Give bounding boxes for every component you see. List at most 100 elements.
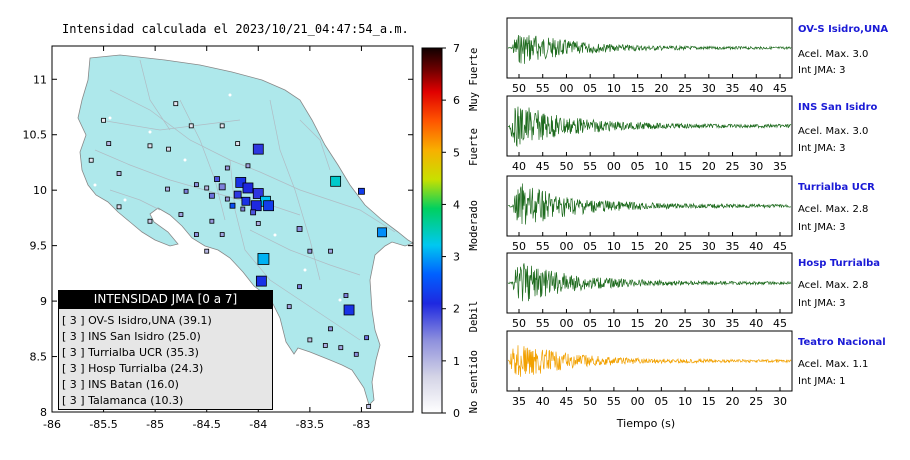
- colorbar-tick-label: 1: [453, 355, 460, 368]
- time-tick-label: 50: [559, 160, 573, 173]
- station-marker: [214, 176, 220, 182]
- colorbar-tick-label: 0: [453, 407, 460, 420]
- station-marker: [147, 218, 153, 224]
- time-tick-label: 35: [726, 317, 740, 330]
- colorbar-tick-label: 7: [453, 42, 460, 55]
- time-tick-label: 15: [631, 240, 645, 253]
- intensity-colorbar: 0 1 2 3 4 5 6 7 No sentido Debil Moderado Fuerte Mu…: [421, 42, 480, 420]
- waveform-trace: [508, 345, 792, 377]
- colorbar-gradient: [421, 47, 443, 414]
- time-tick-label: 05: [583, 240, 597, 253]
- station-marker: [193, 182, 199, 188]
- station-acel: Acel. Max. 2.8: [798, 280, 869, 291]
- station-marker: [208, 192, 215, 199]
- waveform-trace: [508, 183, 791, 225]
- time-tick-label: 35: [726, 82, 740, 95]
- station-marker: [252, 143, 264, 155]
- station-acel: Acel. Max. 1.1: [798, 359, 869, 370]
- waveform-trace: [507, 263, 792, 302]
- waveform-xlabel: Tiempo (s): [616, 417, 675, 430]
- station-marker: [297, 284, 302, 290]
- waveform-panel: 50 55 00 05 10 15 20 25 30 35 40 45: [506, 252, 793, 330]
- station-marker: [165, 186, 170, 192]
- time-tick-label: 15: [678, 160, 692, 173]
- lon-tick-label: -85.5: [89, 418, 117, 431]
- time-tick-label: 25: [726, 160, 740, 173]
- time-tick-label: 30: [773, 395, 787, 408]
- lat-tick-label: 9.5: [30, 240, 48, 253]
- waveform-panels: 50 55 00 05 10 15 20 25 30 35 40 45 40 45 50 55 00 05 10 15…: [506, 17, 793, 430]
- station-marker: [358, 187, 365, 195]
- waveform-trace: [507, 34, 792, 64]
- time-tick-label: 40: [749, 82, 763, 95]
- waveform-frame: [506, 330, 793, 392]
- colorbar-ticks: 0 1 2 3 4 5 6 7: [442, 42, 460, 420]
- station-marker: [147, 143, 153, 149]
- colorbar-tick-label: 4: [453, 198, 460, 211]
- time-tick-label: 35: [512, 395, 526, 408]
- colorbar-categories: No sentido Debil Moderado Fuerte Muy Fuerte: [468, 48, 480, 414]
- time-tick-label: 40: [512, 160, 526, 173]
- time-tick-label: 10: [654, 160, 668, 173]
- station-marker: [328, 248, 333, 254]
- town-markers: [93, 93, 342, 302]
- station-marker: [219, 123, 225, 129]
- station-marker: [224, 196, 230, 202]
- time-tick-label: 40: [749, 317, 763, 330]
- station-jma: Int JMA: 3: [798, 298, 846, 309]
- station-marker: [307, 248, 313, 254]
- time-tick-label: 05: [654, 395, 668, 408]
- station-marker: [235, 141, 241, 147]
- colorbar-category: Debil: [468, 301, 480, 333]
- station-jma: Int JMA: 3: [798, 65, 846, 76]
- station-name: INS San Isidro: [798, 102, 878, 113]
- waveform-trace: [507, 106, 792, 148]
- time-tick-label: 15: [631, 82, 645, 95]
- waveform-panel: 50 55 00 05 10 15 20 25 30 35 40 45: [506, 175, 793, 253]
- waveform-panel: 40 45 50 55 00 05 10 15 20 25 30 35: [506, 95, 793, 173]
- station-markers: [88, 101, 387, 409]
- time-tick-label: 30: [702, 317, 716, 330]
- station-marker: [353, 351, 359, 357]
- time-tick-label: 25: [678, 317, 692, 330]
- station-marker: [101, 117, 106, 123]
- station-marker: [88, 157, 94, 163]
- lon-tick-label: -84: [249, 418, 267, 431]
- station-marker: [366, 404, 372, 409]
- time-tick-label: 30: [702, 240, 716, 253]
- time-tick-label: 00: [559, 240, 573, 253]
- time-tick-label: 10: [607, 82, 621, 95]
- colorbar-tick-label: 6: [453, 94, 460, 107]
- time-tick-label: 15: [631, 317, 645, 330]
- station-marker: [245, 163, 251, 169]
- lon-tick-label: -83.5: [296, 418, 324, 431]
- station-marker: [166, 146, 171, 152]
- station-marker: [219, 232, 225, 237]
- station-jma: Int JMA: 3: [798, 143, 846, 154]
- station-marker: [224, 165, 230, 171]
- station-marker: [364, 335, 369, 341]
- time-tick-label: 25: [678, 82, 692, 95]
- time-tick-label: 10: [678, 395, 692, 408]
- legend-item: [ 3 ] Turrialba UCR (35.3): [62, 346, 199, 359]
- station-marker: [377, 227, 387, 238]
- time-tick-label: 20: [702, 160, 716, 173]
- legend-item: [ 3 ] INS San Isidro (25.0): [62, 330, 201, 343]
- time-tick-label: 55: [607, 395, 621, 408]
- lat-tick-label: 8.5: [30, 351, 48, 364]
- station-marker: [178, 212, 184, 217]
- station-acel: Acel. Max. 3.0: [798, 49, 869, 60]
- intensity-legend: [58, 290, 273, 410]
- station-marker: [296, 226, 303, 232]
- time-tick-label: 25: [749, 395, 763, 408]
- lon-tick-label: -85: [146, 418, 164, 431]
- station-marker: [242, 182, 254, 194]
- colorbar-category: No sentido: [468, 350, 480, 413]
- station-acel: Acel. Max. 2.8: [798, 204, 869, 215]
- station-acel: Acel. Max. 3.0: [798, 126, 869, 137]
- lat-tick-label: 10.5: [23, 129, 48, 142]
- station-marker: [286, 304, 292, 310]
- station-marker: [240, 206, 246, 212]
- colorbar-category: Muy Fuerte: [468, 48, 480, 111]
- station-marker: [343, 304, 355, 316]
